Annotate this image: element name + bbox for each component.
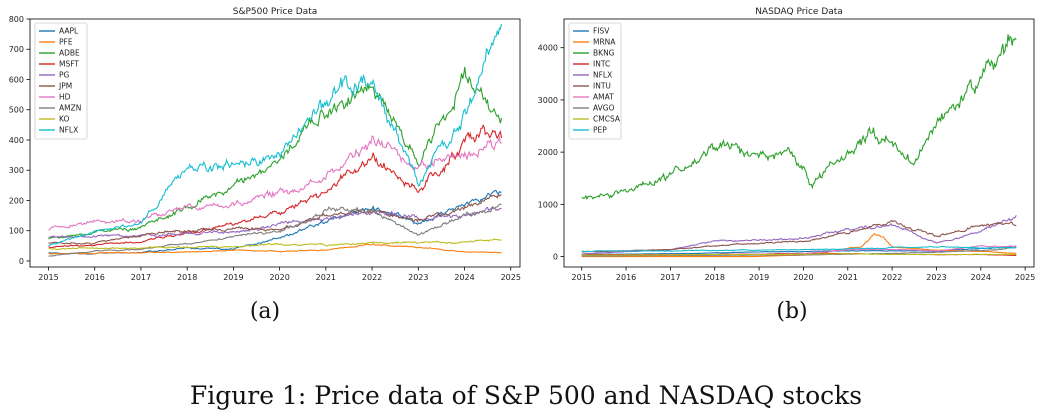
sp500-xtick-label: 2023 <box>408 273 428 282</box>
nasdaq-series-nflx <box>581 215 1017 255</box>
nasdaq-legend-label: INTU <box>593 82 611 91</box>
sp500-legend-label: ADBE <box>59 49 80 58</box>
nasdaq-xtick-label: 2017 <box>660 273 680 282</box>
sp500-title: S&P500 Price Data <box>233 7 318 17</box>
sp500-series-adbe <box>48 66 503 240</box>
nasdaq-ytick-label: 0 <box>553 253 558 262</box>
nasdaq-series-intu <box>581 220 1017 253</box>
nasdaq-legend-box <box>568 22 622 140</box>
nasdaq-legend-label: CMCSA <box>593 115 621 124</box>
nasdaq-series-cmcsa <box>581 253 1017 256</box>
sp500-ytick-label: 200 <box>9 196 24 205</box>
sp500-series-nflx <box>48 23 503 247</box>
sp500-xtick-label: 2016 <box>85 273 105 282</box>
sp500-ytick-label: 100 <box>9 227 24 236</box>
sp500-xtick-label: 2025 <box>501 273 521 282</box>
sp500-xtick-label: 2020 <box>269 273 289 282</box>
sp500-ytick-label: 800 <box>9 15 24 24</box>
nasdaq-xtick-label: 2020 <box>793 273 813 282</box>
sp500-ytick-label: 600 <box>9 75 24 84</box>
nasdaq-legend-label: PEP <box>593 126 607 135</box>
nasdaq-xtick-label: 2018 <box>705 273 725 282</box>
sp500-chart: S&P500 Price Data 2015 2016 2017 2018 2019 202… <box>9 7 521 282</box>
sp500-xtick-label: 2019 <box>223 273 243 282</box>
nasdaq-legend-label: AVGO <box>593 104 615 113</box>
sp500-legend-label: JPM <box>58 82 72 91</box>
nasdaq-legend-label: AMAT <box>593 93 614 102</box>
sp500-legend-box <box>34 22 88 140</box>
nasdaq-xtick-label: 2015 <box>572 273 592 282</box>
sp500-ytick-label: 700 <box>9 45 24 54</box>
sp500-ytick-label: 300 <box>9 166 24 175</box>
nasdaq-series-bkng <box>581 34 1017 201</box>
nasdaq-ytick-label: 2000 <box>538 148 558 157</box>
sp500-ytick-label: 500 <box>9 106 24 115</box>
sp500-series-ko <box>48 238 502 251</box>
sp500-series-aapl <box>48 189 502 255</box>
figure-caption: Figure 1: Price data of S&P 500 and NASD… <box>190 381 862 410</box>
nasdaq-legend-label: NFLX <box>593 71 612 80</box>
sp500-legend-label: KO <box>59 115 70 124</box>
nasdaq-legend-label: MRNA <box>593 38 616 47</box>
sp500-xtick-label: 2024 <box>454 273 474 282</box>
nasdaq-legend-label: FISV <box>593 27 610 36</box>
sp500-xtick-label: 2015 <box>38 273 58 282</box>
nasdaq-ytick-label: 4000 <box>538 44 558 53</box>
sp500-legend-label: AAPL <box>59 27 79 36</box>
sp500-series-pg <box>48 206 502 239</box>
sp500-legend-label: HD <box>59 93 71 102</box>
nasdaq-chart: NASDAQ Price Data 2015 2016 2017 2018 2019 202… <box>538 7 1036 282</box>
sp500-xtick-label: 2017 <box>131 273 151 282</box>
sp500-legend-label: MSFT <box>59 60 79 69</box>
nasdaq-axes-frame <box>563 18 1035 268</box>
sp500-legend-label: PG <box>59 71 70 80</box>
nasdaq-title: NASDAQ Price Data <box>755 7 843 17</box>
sp500-series-msft <box>48 124 503 249</box>
sp500-ytick-label: 400 <box>9 136 24 145</box>
sp500-series-hd <box>48 135 502 231</box>
nasdaq-xtick-label: 2025 <box>1015 273 1035 282</box>
subfigure-label-b: (b) <box>776 299 807 324</box>
sp500-legend-label: PFE <box>59 38 73 47</box>
nasdaq-xtick-label: 2022 <box>882 273 902 282</box>
nasdaq-xtick-label: 2019 <box>749 273 769 282</box>
nasdaq-series-avgo <box>581 246 1017 257</box>
nasdaq-ytick-label: 3000 <box>538 96 558 105</box>
subfigure-label-a: (a) <box>250 299 280 324</box>
nasdaq-legend-label: INTC <box>593 60 610 69</box>
sp500-axes-frame <box>29 18 521 268</box>
sp500-series-pfe <box>48 243 502 255</box>
sp500-xtick-label: 2022 <box>362 273 382 282</box>
nasdaq-series-pep <box>581 245 1017 253</box>
sp500-series-amzn <box>48 203 502 257</box>
nasdaq-xtick-label: 2024 <box>971 273 991 282</box>
nasdaq-xtick-label: 2016 <box>616 273 636 282</box>
sp500-xtick-label: 2021 <box>316 273 336 282</box>
sp500-ytick-label: 0 <box>19 257 24 266</box>
sp500-xtick-label: 2018 <box>177 273 197 282</box>
sp500-series-jpm <box>48 193 502 245</box>
nasdaq-ytick-label: 1000 <box>538 200 558 209</box>
nasdaq-xtick-label: 2023 <box>926 273 946 282</box>
nasdaq-xtick-label: 2021 <box>838 273 858 282</box>
sp500-legend-label: AMZN <box>59 104 81 113</box>
nasdaq-legend-label: BKNG <box>593 49 615 58</box>
sp500-legend-label: NFLX <box>59 126 78 135</box>
